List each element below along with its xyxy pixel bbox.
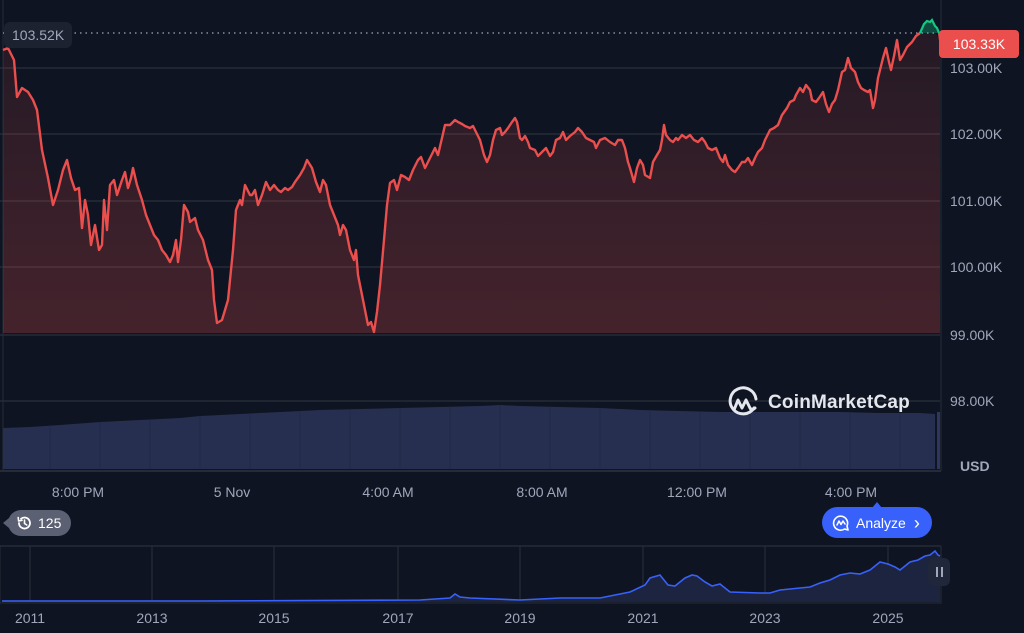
navigator-x-label: 2025 — [872, 610, 904, 626]
coinmarketcap-logo-icon — [728, 386, 758, 416]
x-axis-label: 5 Nov — [213, 484, 251, 500]
x-axis-label: 12:00 PM — [667, 484, 727, 500]
history-count: 125 — [38, 515, 62, 531]
x-axis-label: 8:00 AM — [516, 484, 568, 500]
y-axis-label: 99.00K — [950, 327, 995, 343]
y-axis-label: 98.00K — [950, 393, 995, 409]
volume-bars — [3, 405, 935, 469]
navigator-x-label: 2017 — [382, 610, 414, 626]
x-axis-label: 4:00 PM — [824, 484, 878, 500]
navigator-x-label: 2011 — [14, 610, 46, 626]
volume-bar-stripes — [49, 405, 901, 469]
navigator-x-label: 2015 — [258, 610, 290, 626]
navigator-x-label: 2023 — [749, 610, 781, 626]
history-count-button[interactable]: 125 — [2, 510, 72, 536]
navigator-line — [2, 549, 941, 602]
navigator-x-label: 2019 — [504, 610, 536, 626]
analyze-button[interactable]: Analyze › — [822, 502, 932, 538]
price-line-above-open — [918, 18, 941, 34]
pause-bar-icon — [940, 567, 943, 577]
navigator-x-label: 2021 — [627, 610, 659, 626]
navigator-handle[interactable] — [928, 558, 950, 586]
open-price-tag: 103.52K — [4, 22, 73, 48]
navigator-x-label: 2013 — [136, 610, 168, 626]
volume-bar-last — [937, 412, 940, 469]
brand-name: CoinMarketCap — [768, 392, 910, 413]
y-axis-label: 100.00K — [950, 259, 1003, 275]
price-area-fill — [3, 33, 940, 333]
history-icon — [17, 516, 31, 530]
x-axis-label: 4:00 AM — [362, 484, 414, 500]
navigator-area — [2, 551, 940, 602]
navigator[interactable] — [0, 545, 942, 604]
y-axis-label: 102.00K — [950, 126, 1003, 142]
coinmarketcap-watermark: CoinMarketCap — [726, 386, 910, 420]
price-line — [2, 32, 921, 334]
y-axis-label: 103.00K — [950, 60, 1003, 76]
x-axis-label: 8:00 PM — [51, 484, 105, 500]
last-price-tag: 103.33K — [939, 30, 1019, 58]
analyze-label: Analyze — [856, 514, 906, 531]
chevron-right-icon: › — [913, 512, 920, 533]
analyze-chat-icon — [832, 514, 849, 531]
pause-bar-icon — [935, 567, 938, 577]
currency-label: USD — [960, 458, 990, 474]
y-axis-label: 101.00K — [950, 193, 1003, 209]
